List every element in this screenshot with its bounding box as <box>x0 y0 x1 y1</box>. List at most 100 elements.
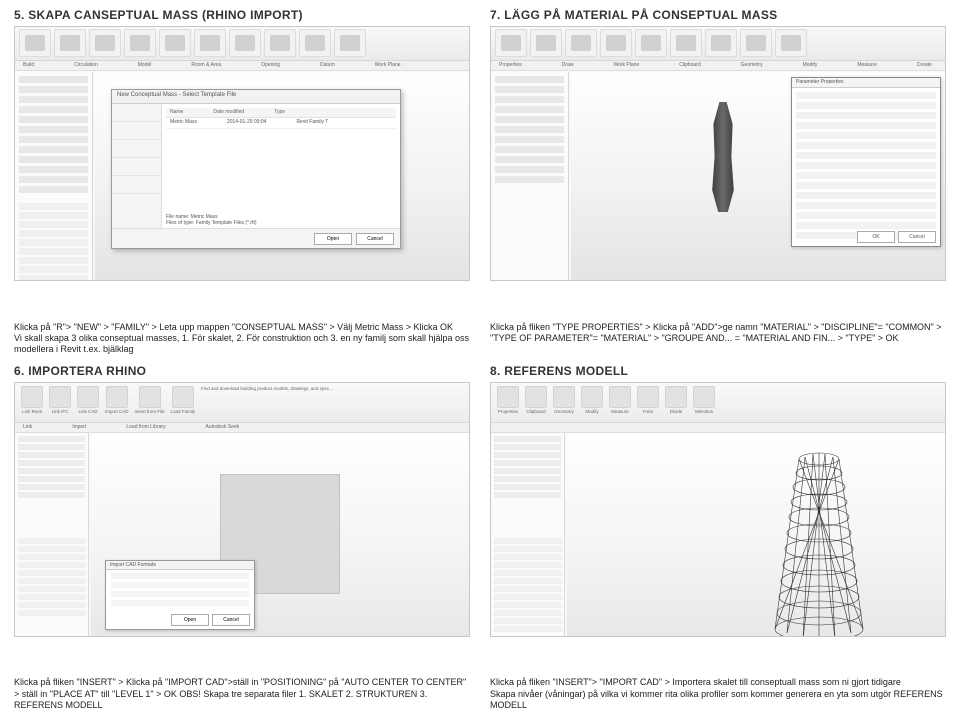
ribbon-button[interactable] <box>705 29 737 57</box>
ok-button[interactable]: OK <box>857 231 895 243</box>
ribbon-icon[interactable] <box>637 386 659 408</box>
cancel-button[interactable]: Cancel <box>212 614 250 626</box>
open-button[interactable]: Open <box>314 233 352 245</box>
ribbon-labels: Link Import Load from Library Autodesk S… <box>15 423 469 433</box>
ribbon-button[interactable] <box>19 29 51 57</box>
panel6-title: 6. IMPORTERA RHINO <box>14 364 470 378</box>
col-date: Date modified <box>213 109 244 116</box>
ribbon-group-label: Link <box>23 424 32 431</box>
ribbon-icon[interactable] <box>665 386 687 408</box>
ribbon: Properties Clipboard Geometry Modify Mea… <box>491 383 945 423</box>
properties-panel <box>15 72 93 280</box>
properties-panel <box>491 72 569 280</box>
conceptual-mass[interactable] <box>711 102 735 212</box>
ribbon-item: Import CAD <box>105 409 129 414</box>
filetype-label: Files of type: <box>166 220 194 226</box>
dialog-sidebar <box>112 104 162 228</box>
col-type: Type <box>274 109 285 116</box>
canvas[interactable] <box>567 433 945 636</box>
ribbon: Link Revit Link IFC Link CAD Import CAD … <box>15 383 469 423</box>
panel8-title: 8. REFERENS MODELL <box>490 364 946 378</box>
panel6-caption: Klicka på fliken "INSERT" > Klicka på "I… <box>14 673 470 711</box>
dialog-title: New Conceptual Mass - Select Template Fi… <box>112 90 400 104</box>
ribbon-label: Create <box>917 62 932 69</box>
ribbon-button[interactable] <box>159 29 191 57</box>
panel5-title: 5. SKAPA CANSEPTUAL MASS (RHINO IMPORT) <box>14 8 470 22</box>
ribbon-button[interactable] <box>740 29 772 57</box>
parameter-properties-dialog[interactable]: Parameter Properties OK Cancel <box>791 77 941 247</box>
cancel-button[interactable]: Cancel <box>356 233 394 245</box>
import-cad-dialog[interactable]: Import CAD Formats Open Cancel <box>105 560 255 630</box>
ribbon-button[interactable] <box>495 29 527 57</box>
ribbon-label: Datum <box>320 62 335 69</box>
ribbon-label: Circulation <box>74 62 98 69</box>
ribbon-button[interactable] <box>54 29 86 57</box>
wireframe-tower[interactable] <box>771 447 867 637</box>
ribbon-item: Selection <box>695 409 714 414</box>
ribbon-item: Link IFC <box>52 409 69 414</box>
panel7-screenshot: Properties Draw Work Plane Clipboard Geo… <box>490 26 946 281</box>
project-browser[interactable] <box>18 538 86 633</box>
cancel-button[interactable]: Cancel <box>898 231 936 243</box>
ribbon-icon[interactable] <box>172 386 194 408</box>
ribbon-button[interactable] <box>565 29 597 57</box>
ribbon-icon[interactable] <box>497 386 519 408</box>
dialog-title: Parameter Properties <box>792 78 940 88</box>
ribbon-button[interactable] <box>124 29 156 57</box>
ribbon-icon[interactable] <box>581 386 603 408</box>
ribbon-icon[interactable] <box>106 386 128 408</box>
ribbon-label: Geometry <box>741 62 763 69</box>
ribbon-icon[interactable] <box>609 386 631 408</box>
ribbon-button[interactable] <box>89 29 121 57</box>
ribbon-icon[interactable] <box>139 386 161 408</box>
ribbon-item: Clipboard <box>526 409 545 414</box>
properties-panel <box>15 433 89 636</box>
ribbon-button[interactable] <box>334 29 366 57</box>
panel5-screenshot: Build Circulation Model Room & Area Open… <box>14 26 470 281</box>
ribbon-icon[interactable] <box>77 386 99 408</box>
panel7-caption: Klicka på fliken "TYPE PROPERTIES" > Kli… <box>490 318 946 356</box>
ribbon-item: Load Family <box>171 409 196 414</box>
ribbon-group-label: Autodesk Seek <box>206 424 240 431</box>
ribbon-icon[interactable] <box>525 386 547 408</box>
ribbon-button[interactable] <box>194 29 226 57</box>
ribbon-item: Link Revit <box>22 409 42 414</box>
ribbon-button[interactable] <box>229 29 261 57</box>
file-name: Metric Mass <box>170 119 197 127</box>
ribbon-labels: Properties Draw Work Plane Clipboard Geo… <box>491 61 945 71</box>
ribbon-button[interactable] <box>635 29 667 57</box>
file-date: 2014-01-29 09:04 <box>227 119 266 127</box>
ribbon-button[interactable] <box>670 29 702 57</box>
ribbon-label: Properties <box>499 62 522 69</box>
seek-desc: Find and download building product model… <box>201 386 333 391</box>
dialog-filelist[interactable]: Name Date modified Type Metric Mass 2014… <box>162 104 400 228</box>
ribbon-item: Insert from File <box>135 409 165 414</box>
panel6-screenshot: Link Revit Link IFC Link CAD Import CAD … <box>14 382 470 637</box>
ribbon-button[interactable] <box>299 29 331 57</box>
ribbon-icon[interactable] <box>553 386 575 408</box>
ribbon-button[interactable] <box>775 29 807 57</box>
ribbon-item: Form <box>643 409 654 414</box>
ribbon-label: Model <box>138 62 152 69</box>
project-browser[interactable] <box>494 538 562 633</box>
col-name: Name <box>170 109 183 116</box>
ribbon-labels <box>491 423 945 433</box>
ribbon-label: Work Plane <box>613 62 639 69</box>
ribbon-group-label: Load from Library <box>126 424 165 431</box>
ribbon-icon[interactable] <box>21 386 43 408</box>
ribbon-item: Modify <box>585 409 598 414</box>
file-type: Revit Family T <box>296 119 328 127</box>
ribbon-button[interactable] <box>600 29 632 57</box>
ribbon-icon[interactable] <box>693 386 715 408</box>
open-button[interactable]: Open <box>171 614 209 626</box>
ribbon-labels: Build Circulation Model Room & Area Open… <box>15 61 469 71</box>
dialog-title: Import CAD Formats <box>106 561 254 570</box>
ribbon-label: Clipboard <box>679 62 700 69</box>
ribbon-button[interactable] <box>530 29 562 57</box>
ribbon-label: Draw <box>562 62 574 69</box>
ribbon-button[interactable] <box>264 29 296 57</box>
file-row[interactable]: Metric Mass 2014-01-29 09:04 Revit Famil… <box>166 118 396 129</box>
panel5-caption: Klicka på "R"> "NEW" > "FAMILY" > Leta u… <box>14 318 470 356</box>
file-dialog[interactable]: New Conceptual Mass - Select Template Fi… <box>111 89 401 249</box>
ribbon-icon[interactable] <box>49 386 71 408</box>
